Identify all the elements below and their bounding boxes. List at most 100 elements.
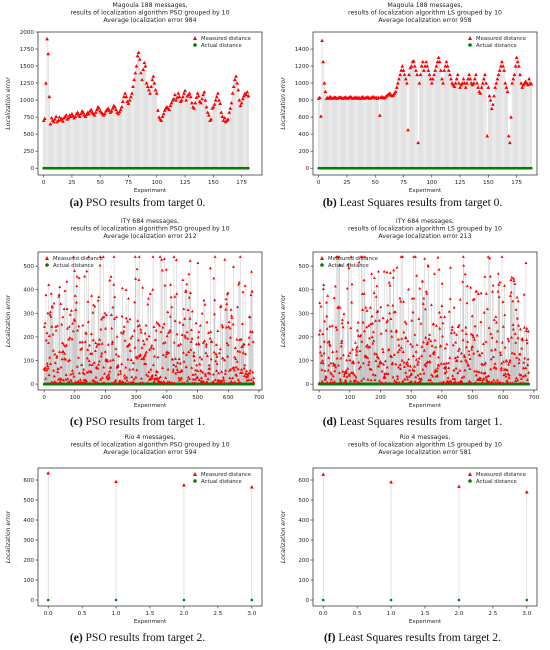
measured-point xyxy=(382,362,386,366)
measured-point xyxy=(60,119,65,123)
measured-point xyxy=(71,371,75,375)
actual-point xyxy=(252,382,256,386)
measured-point xyxy=(231,265,235,268)
measured-point xyxy=(98,255,102,258)
measured-point xyxy=(94,341,98,345)
measured-point xyxy=(248,371,252,375)
measured-point xyxy=(83,274,87,278)
measured-point xyxy=(367,360,371,364)
measured-point xyxy=(170,305,174,309)
measured-point xyxy=(396,337,400,341)
measured-point xyxy=(140,346,144,349)
measured-point xyxy=(321,359,325,362)
measured-point xyxy=(334,325,338,329)
measured-point xyxy=(164,354,168,358)
measured-point xyxy=(340,341,344,345)
measured-point xyxy=(195,91,200,95)
measured-point xyxy=(458,85,462,89)
measured-point xyxy=(219,304,223,307)
measured-point xyxy=(329,361,333,365)
measured-point xyxy=(333,363,337,366)
measured-point xyxy=(427,72,432,77)
measured-point xyxy=(57,295,61,298)
measured-point xyxy=(77,114,82,118)
measured-point xyxy=(227,381,231,385)
measured-point xyxy=(203,98,208,102)
measured-point xyxy=(57,350,61,353)
measured-point xyxy=(52,368,56,372)
measured-point xyxy=(114,347,118,350)
measured-point xyxy=(400,381,404,385)
measured-point xyxy=(47,94,52,99)
measured-point xyxy=(102,111,107,116)
measured-point xyxy=(332,361,336,365)
measured-point xyxy=(206,113,211,117)
measured-point xyxy=(129,91,134,95)
measured-point xyxy=(80,340,84,344)
measured-point xyxy=(332,380,336,383)
measured-point xyxy=(114,107,118,112)
measured-point xyxy=(64,357,68,361)
measured-point xyxy=(128,367,132,371)
measured-point xyxy=(145,337,149,341)
measured-point xyxy=(332,296,336,299)
measured-point xyxy=(243,352,247,356)
measured-point xyxy=(143,354,147,358)
measured-point xyxy=(111,340,115,343)
y-tick-label: 400 xyxy=(298,132,309,138)
x-tick-label: 0 xyxy=(317,395,321,401)
measured-point xyxy=(121,331,125,335)
measured-point xyxy=(353,341,357,344)
measured-point xyxy=(218,347,222,351)
measured-point xyxy=(219,110,224,114)
chart-ls-target-0: Magoula 188 messages,results of localiza… xyxy=(280,2,538,194)
measured-point xyxy=(44,376,48,380)
x-axis-label: Experiment xyxy=(409,403,442,409)
measured-point xyxy=(141,67,146,71)
measured-point xyxy=(349,255,353,258)
measured-point xyxy=(48,313,52,316)
measured-point xyxy=(346,320,350,324)
legend-measured-marker xyxy=(45,256,49,260)
measured-point xyxy=(208,366,212,370)
measured-point xyxy=(356,380,360,384)
measured-point xyxy=(241,94,246,98)
measured-point xyxy=(230,91,235,95)
measured-point xyxy=(374,359,378,362)
measured-point xyxy=(371,372,375,376)
measured-point xyxy=(363,329,367,333)
measured-point xyxy=(196,94,201,98)
measured-point xyxy=(369,367,373,371)
measured-point xyxy=(78,340,82,344)
measured-point xyxy=(201,370,205,374)
measured-point xyxy=(55,355,59,359)
measured-point xyxy=(472,76,477,81)
x-tick-label: 600 xyxy=(498,395,509,401)
measured-point xyxy=(193,377,197,381)
measured-point xyxy=(383,376,387,379)
measured-point xyxy=(342,374,346,378)
measured-point xyxy=(236,367,240,371)
measured-point xyxy=(190,337,194,340)
measured-point xyxy=(137,278,141,282)
measured-point xyxy=(249,293,253,297)
measured-point xyxy=(250,270,254,273)
measured-point xyxy=(56,367,60,370)
measured-point xyxy=(57,115,62,119)
measured-point xyxy=(212,102,217,106)
measured-point xyxy=(404,81,409,85)
measured-point xyxy=(240,322,244,325)
measured-point xyxy=(374,319,378,322)
actual-point xyxy=(247,166,250,170)
measured-point xyxy=(214,94,219,99)
measured-point xyxy=(251,340,255,343)
measured-point xyxy=(214,359,218,363)
measured-point xyxy=(65,279,69,283)
measured-point xyxy=(62,342,66,346)
measured-point xyxy=(398,348,402,352)
measured-point xyxy=(75,274,79,278)
measured-point xyxy=(153,354,157,358)
measured-point xyxy=(320,353,324,357)
measured-point xyxy=(54,114,59,118)
